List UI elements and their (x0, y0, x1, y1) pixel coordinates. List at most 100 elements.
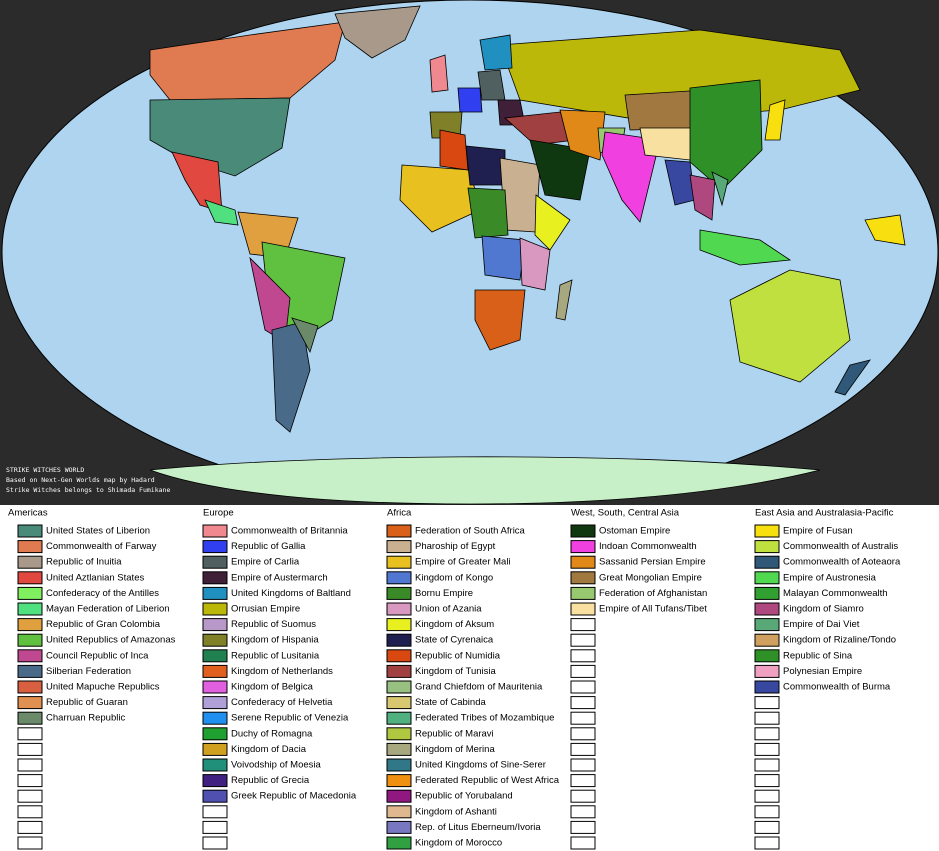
legend-label: United Kingdoms of Sine-Serer (415, 760, 546, 771)
legend-label: Ostoman Empire (599, 526, 670, 537)
land (439, 129, 469, 171)
legend-swatch (754, 602, 780, 616)
land (457, 87, 483, 113)
legend-swatch (17, 618, 43, 632)
legend-swatch (754, 805, 780, 819)
legend-swatch (202, 805, 228, 819)
legend-swatch (386, 696, 412, 710)
legend-label: Sassanid Persian Empire (599, 557, 706, 568)
land (291, 317, 319, 354)
legend-swatch (386, 633, 412, 647)
land (689, 174, 716, 221)
legend-label: Charruan Republic (46, 713, 125, 724)
legend-swatch (202, 649, 228, 663)
legend-swatch (570, 758, 596, 772)
map-caption: STRIKE WITCHES WORLD (6, 466, 84, 474)
legend-swatch (386, 820, 412, 834)
legend-swatch (570, 774, 596, 788)
legend-swatch (202, 680, 228, 694)
legend-label: Republic of Grecia (231, 775, 310, 786)
land (479, 34, 513, 71)
legend-label: Serene Republic of Venezia (231, 713, 349, 724)
legend-label: Empire of Dai Viet (783, 619, 860, 630)
legend-swatch (17, 805, 43, 819)
legend-swatch (202, 774, 228, 788)
legend-swatch (570, 742, 596, 756)
legend-label: Confederacy of Helvetia (231, 697, 333, 708)
legend-swatch (570, 664, 596, 678)
legend-label: Empire of Austronesia (783, 572, 877, 583)
land (465, 145, 506, 186)
legend-label: Republic of Suomus (231, 619, 316, 630)
land (399, 164, 481, 233)
legend-group-title: Africa (387, 508, 412, 519)
legend-label: Republic of Gran Colombia (46, 619, 161, 630)
legend-swatch (570, 727, 596, 741)
map-caption: Based on Next-Gen Worlds map by Hadard (6, 476, 155, 484)
land (764, 99, 786, 141)
legend-swatch (202, 571, 228, 585)
legend-group-title: Americas (8, 508, 48, 519)
legend-swatch (754, 774, 780, 788)
legend-label: Pharoship of Egypt (415, 541, 496, 552)
legend-label: Federated Tribes of Mozambique (415, 713, 554, 724)
land (555, 279, 573, 321)
legend-label: Great Mongolian Empire (599, 572, 702, 583)
legend-label: United Kingdoms of Baltland (231, 588, 351, 599)
land (834, 359, 871, 396)
legend-label: Kingdom of Aksum (415, 619, 494, 630)
legend-swatch (202, 664, 228, 678)
legend-swatch (386, 540, 412, 554)
land (689, 79, 763, 191)
land (729, 269, 851, 383)
legend-swatch (17, 540, 43, 554)
legend-swatch (754, 571, 780, 585)
legend-label: Kingdom of Rizaline/Tondo (783, 635, 896, 646)
legend-swatch (386, 664, 412, 678)
land (864, 214, 906, 246)
land (481, 235, 526, 281)
legend-label: Bornu Empire (415, 588, 473, 599)
legend-swatch (754, 820, 780, 834)
legend-swatch (386, 789, 412, 803)
legend-swatch (17, 571, 43, 585)
legend-label: Republic of Numidia (415, 650, 501, 661)
legend-label: Grand Chiefdom of Mauritenia (415, 682, 543, 693)
legend-label: United Republics of Amazonas (46, 635, 176, 646)
legend-swatch (202, 758, 228, 772)
legend-label: Kingdom of Dacia (231, 744, 307, 755)
legend-label: Empire of Carlia (231, 557, 300, 568)
legend-label: Republic of Inuitia (46, 557, 122, 568)
legend-swatch (570, 618, 596, 632)
legend-swatch (754, 680, 780, 694)
legend-label: Empire of All Tufans/Tibet (599, 604, 707, 615)
legend-swatch (754, 711, 780, 725)
legend-swatch (570, 696, 596, 710)
legend-swatch (202, 696, 228, 710)
legend-label: Kingdom of Netherlands (231, 666, 333, 677)
legend-swatch (386, 555, 412, 569)
legend-label: Voivodship of Moesia (231, 760, 321, 771)
legend-label: Kingdom of Merina (415, 744, 495, 755)
legend-label: Commonwealth of Australis (783, 541, 898, 552)
legend-swatch (386, 805, 412, 819)
legend-swatch (17, 758, 43, 772)
legend-swatch (202, 555, 228, 569)
legend-swatch (754, 633, 780, 647)
land (467, 187, 509, 239)
legend-label: Commonwealth of Farway (46, 541, 157, 552)
land (699, 229, 792, 266)
legend-label: Duchy of Romagna (231, 728, 313, 739)
legend-swatch (202, 602, 228, 616)
legend-swatch (386, 602, 412, 616)
legend-label: Kingdom of Belgica (231, 682, 314, 693)
legend-swatch (17, 664, 43, 678)
legend-label: Commonwealth of Britannia (231, 526, 348, 537)
legend-label: State of Cabinda (415, 697, 486, 708)
legend-swatch (570, 602, 596, 616)
legend-label: Empire of Fusan (783, 526, 853, 537)
legend-label: Polynesian Empire (783, 666, 862, 677)
land (204, 199, 239, 226)
legend-swatch (386, 836, 412, 850)
